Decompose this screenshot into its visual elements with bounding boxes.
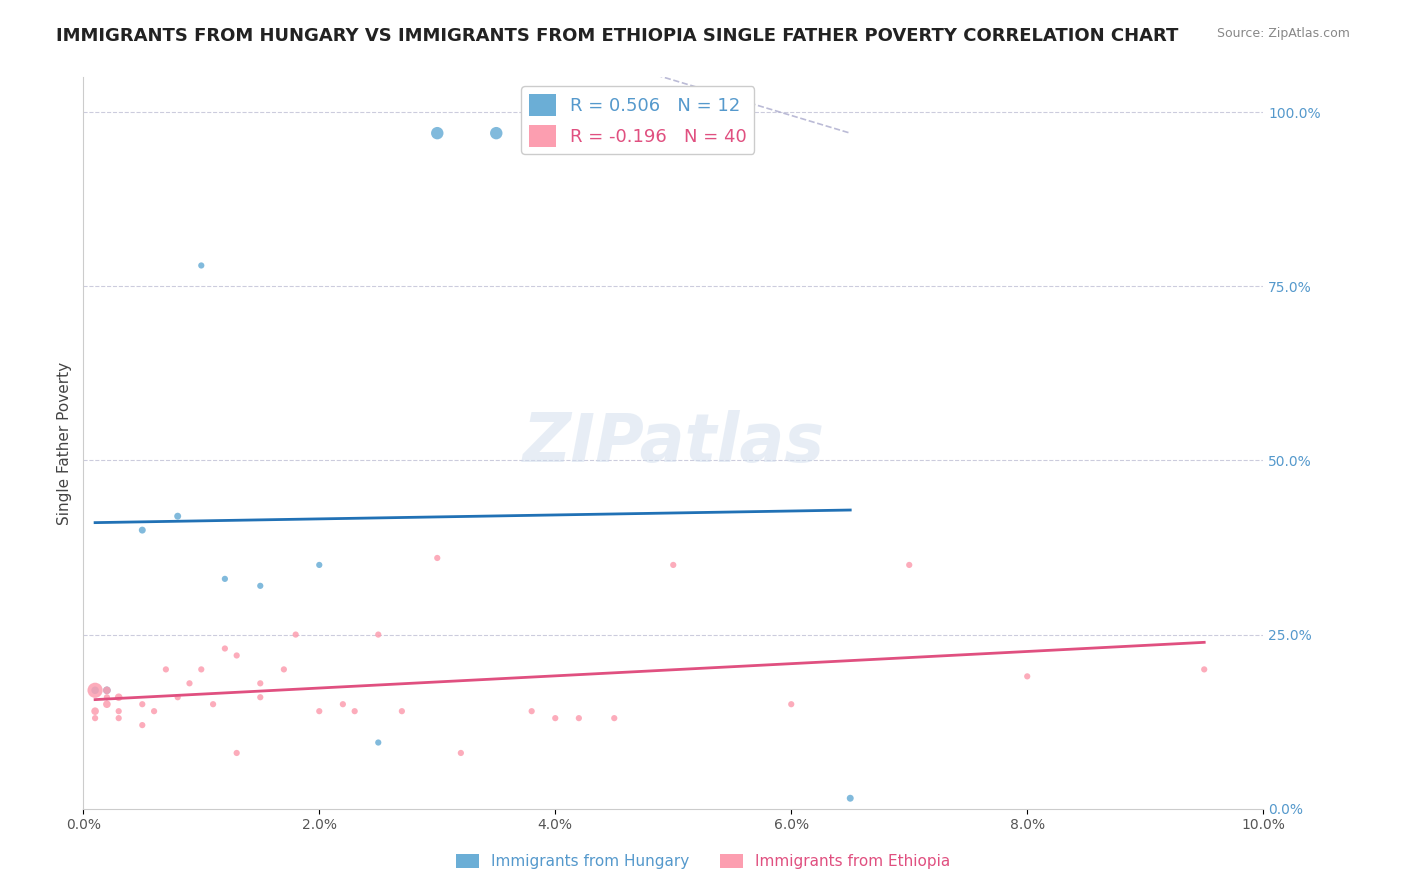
- Point: [84, 683, 107, 698]
- Point: [131, 697, 153, 711]
- Point: [107, 704, 129, 718]
- Point: [96, 690, 118, 705]
- Point: [225, 746, 247, 760]
- Point: [143, 704, 166, 718]
- Text: ZIPatlas: ZIPatlas: [522, 410, 824, 476]
- Point: [780, 697, 803, 711]
- Point: [202, 697, 225, 711]
- Point: [107, 711, 129, 725]
- Y-axis label: Single Father Poverty: Single Father Poverty: [58, 361, 72, 524]
- Point: [84, 711, 107, 725]
- Point: [166, 690, 188, 705]
- Point: [96, 683, 118, 698]
- Point: [450, 746, 472, 760]
- Point: [179, 676, 201, 690]
- Point: [190, 259, 212, 273]
- Text: Source: ZipAtlas.com: Source: ZipAtlas.com: [1216, 27, 1350, 40]
- Text: IMMIGRANTS FROM HUNGARY VS IMMIGRANTS FROM ETHIOPIA SINGLE FATHER POVERTY CORREL: IMMIGRANTS FROM HUNGARY VS IMMIGRANTS FR…: [56, 27, 1178, 45]
- Point: [249, 690, 271, 705]
- Point: [367, 627, 389, 641]
- Point: [603, 711, 626, 725]
- Point: [273, 662, 295, 676]
- Point: [308, 704, 330, 718]
- Point: [308, 558, 330, 572]
- Point: [898, 558, 921, 572]
- Point: [520, 704, 543, 718]
- Point: [1192, 662, 1215, 676]
- Legend: R = 0.506   N = 12, R = -0.196   N = 40: R = 0.506 N = 12, R = -0.196 N = 40: [522, 87, 754, 154]
- Point: [568, 711, 591, 725]
- Point: [343, 704, 366, 718]
- Point: [426, 551, 449, 566]
- Point: [249, 579, 271, 593]
- Point: [284, 627, 307, 641]
- Point: [166, 509, 188, 524]
- Point: [426, 126, 449, 140]
- Point: [249, 676, 271, 690]
- Point: [214, 641, 236, 656]
- Legend: Immigrants from Hungary, Immigrants from Ethiopia: Immigrants from Hungary, Immigrants from…: [450, 848, 956, 875]
- Point: [190, 662, 212, 676]
- Point: [131, 523, 153, 537]
- Point: [131, 718, 153, 732]
- Point: [96, 697, 118, 711]
- Point: [225, 648, 247, 663]
- Point: [214, 572, 236, 586]
- Point: [96, 683, 118, 698]
- Point: [839, 791, 862, 805]
- Point: [332, 697, 354, 711]
- Point: [662, 558, 685, 572]
- Point: [107, 690, 129, 705]
- Point: [391, 704, 413, 718]
- Point: [84, 683, 107, 698]
- Point: [84, 704, 107, 718]
- Point: [367, 735, 389, 749]
- Point: [544, 711, 567, 725]
- Point: [155, 662, 177, 676]
- Point: [485, 126, 508, 140]
- Point: [1017, 669, 1039, 683]
